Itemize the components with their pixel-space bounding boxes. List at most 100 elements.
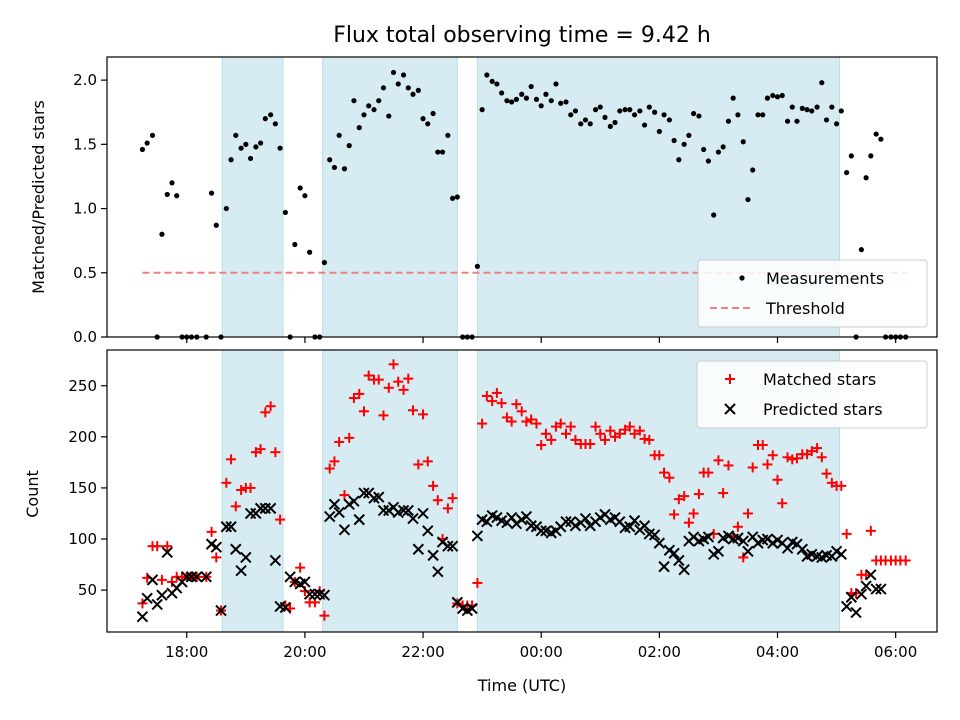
matched-stars-point <box>767 450 778 461</box>
predicted-stars-point <box>161 546 173 559</box>
bottom-legend-box <box>696 360 928 429</box>
measurement-point <box>858 247 864 253</box>
matched-stars-point <box>590 421 601 432</box>
legend-predicted-label: Predicted stars <box>763 400 883 419</box>
predicted-stars-point <box>230 543 242 555</box>
matched-stars-point <box>639 433 650 444</box>
measurement-point <box>523 95 530 101</box>
matched-stars-point <box>152 541 163 552</box>
measurement-point <box>676 157 682 163</box>
measurement-point <box>528 83 534 90</box>
matched-stars-point <box>836 480 847 491</box>
measurement-point <box>750 167 756 173</box>
y-tick-label: 150 <box>68 479 97 497</box>
measurement-point <box>548 98 554 104</box>
measurement-point <box>390 69 397 76</box>
measurement-point <box>302 193 308 199</box>
measurement-point <box>587 121 593 127</box>
measurement-point <box>888 334 894 340</box>
measurement-point <box>563 99 569 105</box>
measurement-point <box>701 146 707 153</box>
measurement-point <box>760 112 766 118</box>
matched-stars-point <box>472 577 483 588</box>
predicted-stars-point <box>678 563 690 576</box>
matched-stars-point <box>295 562 306 573</box>
measurement-point <box>395 81 401 87</box>
matched-stars-point <box>408 405 419 416</box>
measurement-point <box>400 72 407 78</box>
predicted-stars-point <box>648 529 661 541</box>
matched-stars-point <box>226 454 237 465</box>
matched-stars-point <box>398 384 409 395</box>
measurement-point <box>681 141 687 147</box>
x-tick-label: 06:00 <box>874 643 917 661</box>
matched-stars-point <box>723 460 734 471</box>
predicted-stars-point <box>136 610 149 623</box>
measurement-point <box>641 122 648 128</box>
measurement-point <box>331 164 338 171</box>
predicted-stars-point <box>432 566 444 578</box>
predicted-stars-point <box>353 513 365 526</box>
predicted-stars-point <box>673 554 685 567</box>
measurement-point <box>519 91 525 97</box>
measurement-point <box>711 212 717 218</box>
measurement-point <box>823 117 830 123</box>
matched-stars-point <box>166 576 177 587</box>
predicted-stars-point <box>835 548 848 561</box>
measurement-point <box>179 334 185 340</box>
measurement-point <box>169 180 175 186</box>
predicted-stars-point <box>269 554 282 567</box>
measurement-point <box>853 334 859 340</box>
measurement-point <box>489 78 495 85</box>
measurement-point <box>582 117 589 123</box>
top-legend: Measurements Threshold <box>697 259 928 328</box>
matched-stars-point <box>236 484 247 495</box>
matched-stars-point <box>713 455 724 466</box>
matched-stars-point <box>516 406 527 417</box>
matched-stars-point <box>787 454 798 465</box>
matched-stars-point <box>211 552 222 563</box>
bottom-legend: Matched stars Predicted stars <box>696 360 928 429</box>
measurement-point <box>883 334 889 340</box>
measurement-point <box>268 112 274 118</box>
matched-stars-point <box>718 488 729 499</box>
measurement-point <box>184 334 190 340</box>
measurement-point <box>361 112 367 118</box>
shaded-interval-1 <box>221 56 284 338</box>
matched-stars-point <box>585 439 596 449</box>
matched-stars-point <box>319 610 330 621</box>
matched-stars-point <box>806 446 817 457</box>
measurement-point <box>868 153 874 159</box>
measurement-point <box>568 112 574 118</box>
measurement-point <box>696 113 702 119</box>
predicted-stars-point <box>156 589 168 601</box>
predicted-stars-point <box>225 521 237 533</box>
measurement-point <box>484 72 490 78</box>
predicted-stars-point <box>151 598 163 611</box>
top-y-axis-label: Matched/Predicted stars <box>29 100 48 294</box>
measurement-point <box>666 117 672 123</box>
measurement-point <box>435 149 441 155</box>
legend-measurements-label: Measurements <box>766 269 884 288</box>
predicted-stars-point <box>628 514 641 527</box>
measurement-point <box>371 107 377 113</box>
matched-stars-point <box>644 434 655 445</box>
matched-stars-point <box>354 388 365 399</box>
measurement-point <box>740 139 746 145</box>
measurement-point <box>705 158 711 164</box>
predicted-stars-point <box>235 564 247 577</box>
matched-stars-point <box>624 421 635 432</box>
matched-stars-point <box>742 508 753 519</box>
measurement-point <box>415 87 421 93</box>
matched-stars-point <box>679 491 690 502</box>
matched-stars-point <box>570 434 581 445</box>
measurement-point <box>774 94 781 100</box>
x-tick-label: 02:00 <box>638 643 681 661</box>
predicted-stars-point <box>254 502 267 515</box>
measurement-point <box>764 95 771 101</box>
measurement-point <box>464 334 470 340</box>
predicted-stars-point <box>407 512 419 525</box>
predicted-stars-point <box>865 569 877 581</box>
matched-stars-point <box>762 459 773 470</box>
predicted-stars-point <box>397 504 410 517</box>
